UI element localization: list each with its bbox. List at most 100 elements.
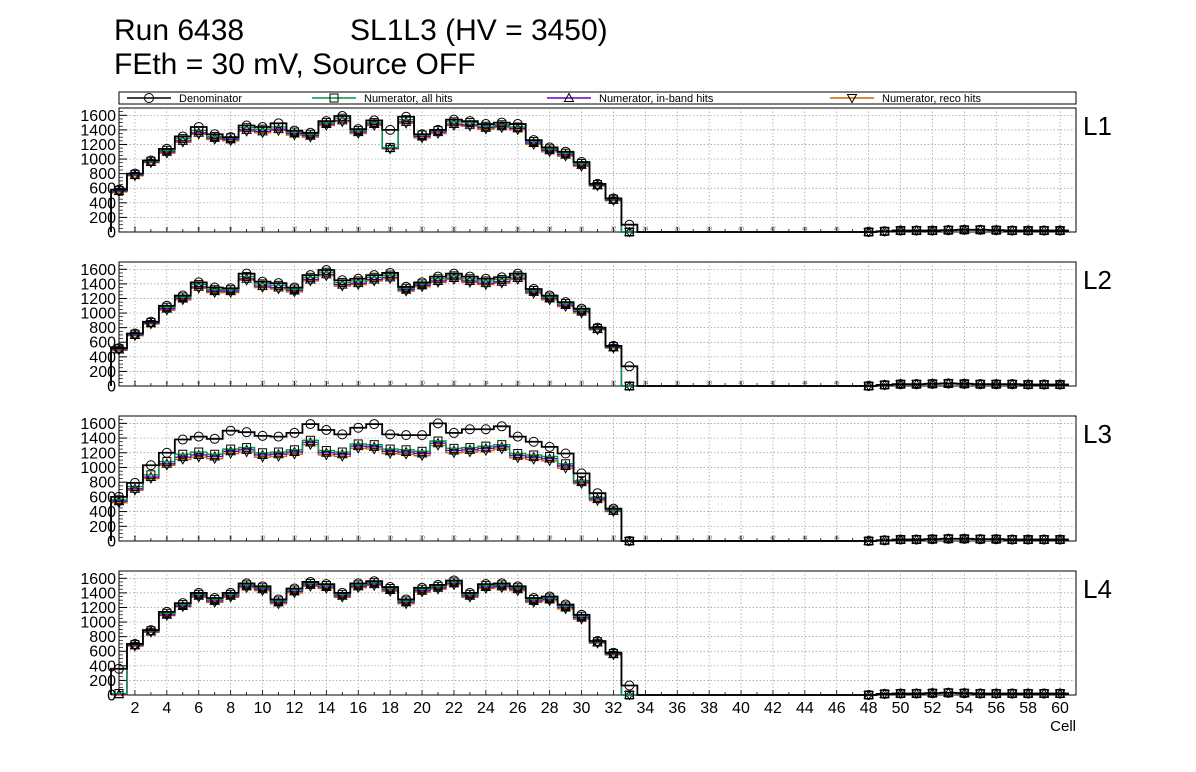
data-point [129, 331, 141, 342]
data-point [480, 581, 492, 592]
x-tick-label-small: 20 [419, 536, 425, 542]
data-point [321, 579, 332, 590]
data-point [927, 225, 938, 236]
data-point [991, 225, 1002, 236]
data-point [624, 381, 634, 391]
x-tick-label: 24 [477, 700, 495, 717]
data-point [145, 625, 156, 636]
x-tick-label-small: 36 [674, 227, 680, 233]
data-point [177, 455, 189, 465]
x-tick-label-small: 58 [1025, 381, 1031, 387]
data-point [560, 599, 571, 610]
x-tick-label: 12 [286, 700, 304, 717]
x-tick-label: 4 [162, 700, 171, 717]
data-point [385, 444, 395, 454]
data-point [336, 448, 348, 459]
x-tick-label-small: 48 [866, 227, 872, 233]
x-tick-label-small: 18 [387, 227, 393, 233]
x-tick-label: 18 [381, 700, 399, 717]
legend-label: Numerator, reco hits [882, 93, 982, 105]
x-tick-label-small: 12 [292, 381, 298, 387]
data-point [943, 687, 954, 698]
data-point [177, 434, 188, 445]
layer-label: L3 [1083, 419, 1112, 449]
data-point [289, 282, 300, 293]
data-point [576, 476, 587, 487]
data-point [209, 285, 221, 296]
data-point [608, 503, 619, 514]
x-tick-label-small: 6 [197, 227, 200, 233]
data-point [608, 340, 619, 351]
data-point [512, 119, 523, 130]
data-point [257, 449, 268, 459]
data-point [592, 639, 603, 649]
data-point [177, 290, 188, 301]
data-point [416, 447, 428, 458]
data-point [225, 587, 236, 598]
data-point [544, 292, 556, 303]
data-point [1039, 534, 1050, 545]
data-point [895, 379, 906, 390]
data-point [400, 116, 412, 126]
data-point [448, 575, 459, 586]
data-point [416, 130, 428, 141]
data-point [385, 582, 396, 593]
data-point [863, 227, 874, 237]
data-point [480, 424, 491, 435]
y-tick-label: 600 [89, 489, 116, 506]
y-tick-label: 1600 [80, 108, 116, 125]
data-point [305, 435, 315, 445]
data-point [624, 361, 635, 372]
data-point [320, 447, 332, 457]
data-point [464, 590, 476, 600]
layer-label: L4 [1083, 574, 1112, 604]
data-point [1055, 688, 1066, 699]
legend-box [118, 91, 1077, 105]
data-point [114, 689, 124, 699]
y-tick-label: 1200 [80, 600, 116, 617]
y-tick-label: 0 [107, 379, 116, 396]
data-point [258, 448, 268, 458]
data-point [512, 268, 523, 279]
data-point [114, 343, 124, 354]
data-point [528, 451, 540, 462]
data-point [448, 268, 459, 279]
x-tick-label-small: 8 [229, 536, 232, 542]
data-point [273, 431, 284, 442]
x-tick-label-small: 38 [706, 227, 712, 233]
data-point [226, 444, 236, 454]
data-point [161, 146, 173, 156]
data-point [1055, 379, 1066, 390]
x-tick-label-small: 14 [324, 381, 330, 387]
data-point [433, 579, 443, 590]
data-point [528, 283, 539, 294]
data-point [528, 436, 539, 447]
data-point [480, 122, 492, 132]
data-point [289, 446, 300, 457]
data-point [321, 424, 332, 435]
x-tick-label: 8 [226, 700, 235, 717]
data-point [129, 328, 140, 339]
data-point [608, 344, 619, 354]
data-point [927, 688, 938, 699]
data-point [161, 300, 172, 311]
data-point [592, 488, 603, 499]
data-point [369, 440, 379, 450]
data-point [592, 493, 603, 504]
data-point [401, 430, 412, 441]
data-point [289, 125, 300, 136]
x-tick-label: 38 [700, 700, 718, 717]
x-tick-label-small: 34 [643, 227, 649, 233]
data-point [289, 450, 300, 460]
data-point [544, 591, 555, 602]
data-point [320, 450, 332, 461]
data-point [464, 444, 476, 454]
data-point [464, 116, 475, 127]
y-tick-label: 800 [89, 629, 116, 646]
data-point [496, 421, 507, 432]
data-point [257, 276, 268, 287]
data-point [353, 273, 364, 284]
